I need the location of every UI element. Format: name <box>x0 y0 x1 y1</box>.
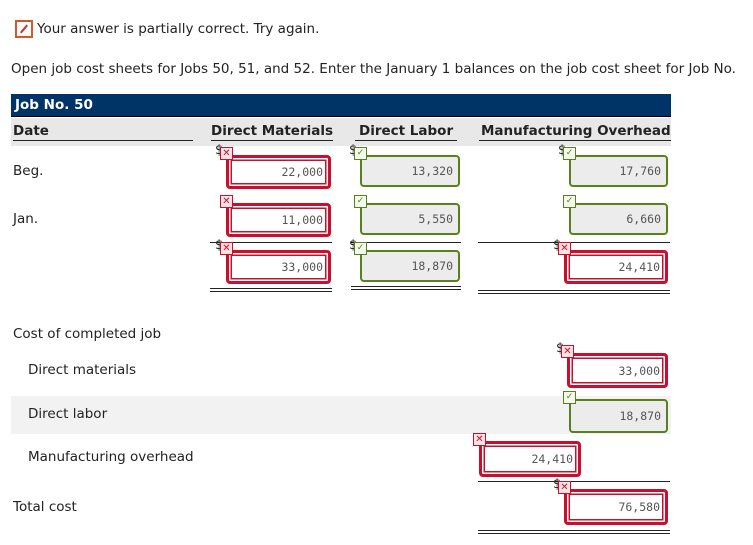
jan-moh-input[interactable]: 6,660 <box>569 203 668 235</box>
incorrect-icon: ✕ <box>220 242 233 255</box>
feedback-text: Your answer is partially correct. Try ag… <box>37 21 320 37</box>
jan-direct-materials-input[interactable]: 11,000 <box>226 203 331 237</box>
subtotal-rule <box>478 481 670 482</box>
incorrect-icon: ✕ <box>558 242 571 255</box>
col-date: Date <box>13 123 193 141</box>
jan-direct-labor-input[interactable]: 5,550 <box>360 203 460 235</box>
correct-icon: ✓ <box>354 195 367 208</box>
subtotal-rule <box>478 242 670 243</box>
total-direct-materials-input[interactable]: 33,000 <box>226 250 331 284</box>
subtotal-rule <box>210 242 332 243</box>
total-direct-labor-input[interactable]: 18,870 <box>360 250 460 282</box>
incorrect-icon: ✕ <box>220 147 233 160</box>
correct-icon: ✓ <box>354 147 367 160</box>
subtotal-rule <box>351 242 461 243</box>
completed-dm-input[interactable]: 33,000 <box>567 353 668 388</box>
total-cost-label: Total cost <box>13 499 77 515</box>
total-cost-input[interactable]: 76,580 <box>564 489 668 525</box>
double-rule <box>351 286 461 290</box>
correct-icon: ✓ <box>563 391 576 404</box>
incorrect-icon: ✕ <box>220 195 233 208</box>
row-label-jan: Jan. <box>13 211 39 227</box>
dollar-sign: $ <box>553 477 561 492</box>
dollar-sign: $ <box>215 238 223 253</box>
correct-icon: ✓ <box>354 242 367 255</box>
col-direct-labor: Direct Labor <box>355 123 458 141</box>
beg-moh-input[interactable]: 17,760 <box>569 155 668 187</box>
completed-moh-input[interactable]: 24,410 <box>479 441 581 477</box>
dollar-sign: $ <box>558 143 566 158</box>
row-label-beg: Beg. <box>13 163 44 179</box>
incorrect-icon: ✕ <box>561 345 574 358</box>
completed-dl-input[interactable]: 18,870 <box>569 399 668 433</box>
completed-heading: Cost of completed job <box>13 326 162 342</box>
dollar-sign: $ <box>349 238 357 253</box>
double-rule <box>478 530 670 534</box>
job-title: Job No. 50 <box>11 94 671 117</box>
completed-moh-label: Manufacturing overhead <box>28 449 194 465</box>
beg-direct-labor-input[interactable]: 13,320 <box>360 155 460 187</box>
instructions: Open job cost sheets for Jobs 50, 51, an… <box>11 61 736 77</box>
correct-icon: ✓ <box>563 195 576 208</box>
col-direct-materials: Direct Materials <box>211 123 334 141</box>
completed-dm-label: Direct materials <box>28 362 137 378</box>
pencil-icon <box>15 20 33 38</box>
incorrect-icon: ✕ <box>473 433 486 446</box>
dollar-sign: $ <box>553 238 561 253</box>
completed-dl-label: Direct labor <box>28 406 108 422</box>
beg-direct-materials-input[interactable]: 22,000 <box>226 155 331 189</box>
column-header-row: Date Direct Materials Direct Labor Manuf… <box>11 118 671 146</box>
dollar-sign: $ <box>215 143 223 158</box>
correct-icon: ✓ <box>563 147 576 160</box>
dollar-sign: $ <box>556 341 564 356</box>
double-rule <box>210 288 332 292</box>
direct-labor-row-bg <box>11 396 671 434</box>
dollar-sign: $ <box>349 143 357 158</box>
total-moh-input[interactable]: 24,410 <box>564 250 668 284</box>
double-rule <box>478 290 670 294</box>
incorrect-icon: ✕ <box>558 481 571 494</box>
feedback-message: Your answer is partially correct. Try ag… <box>15 20 319 38</box>
col-manufacturing-overhead: Manufacturing Overhead <box>479 123 671 141</box>
